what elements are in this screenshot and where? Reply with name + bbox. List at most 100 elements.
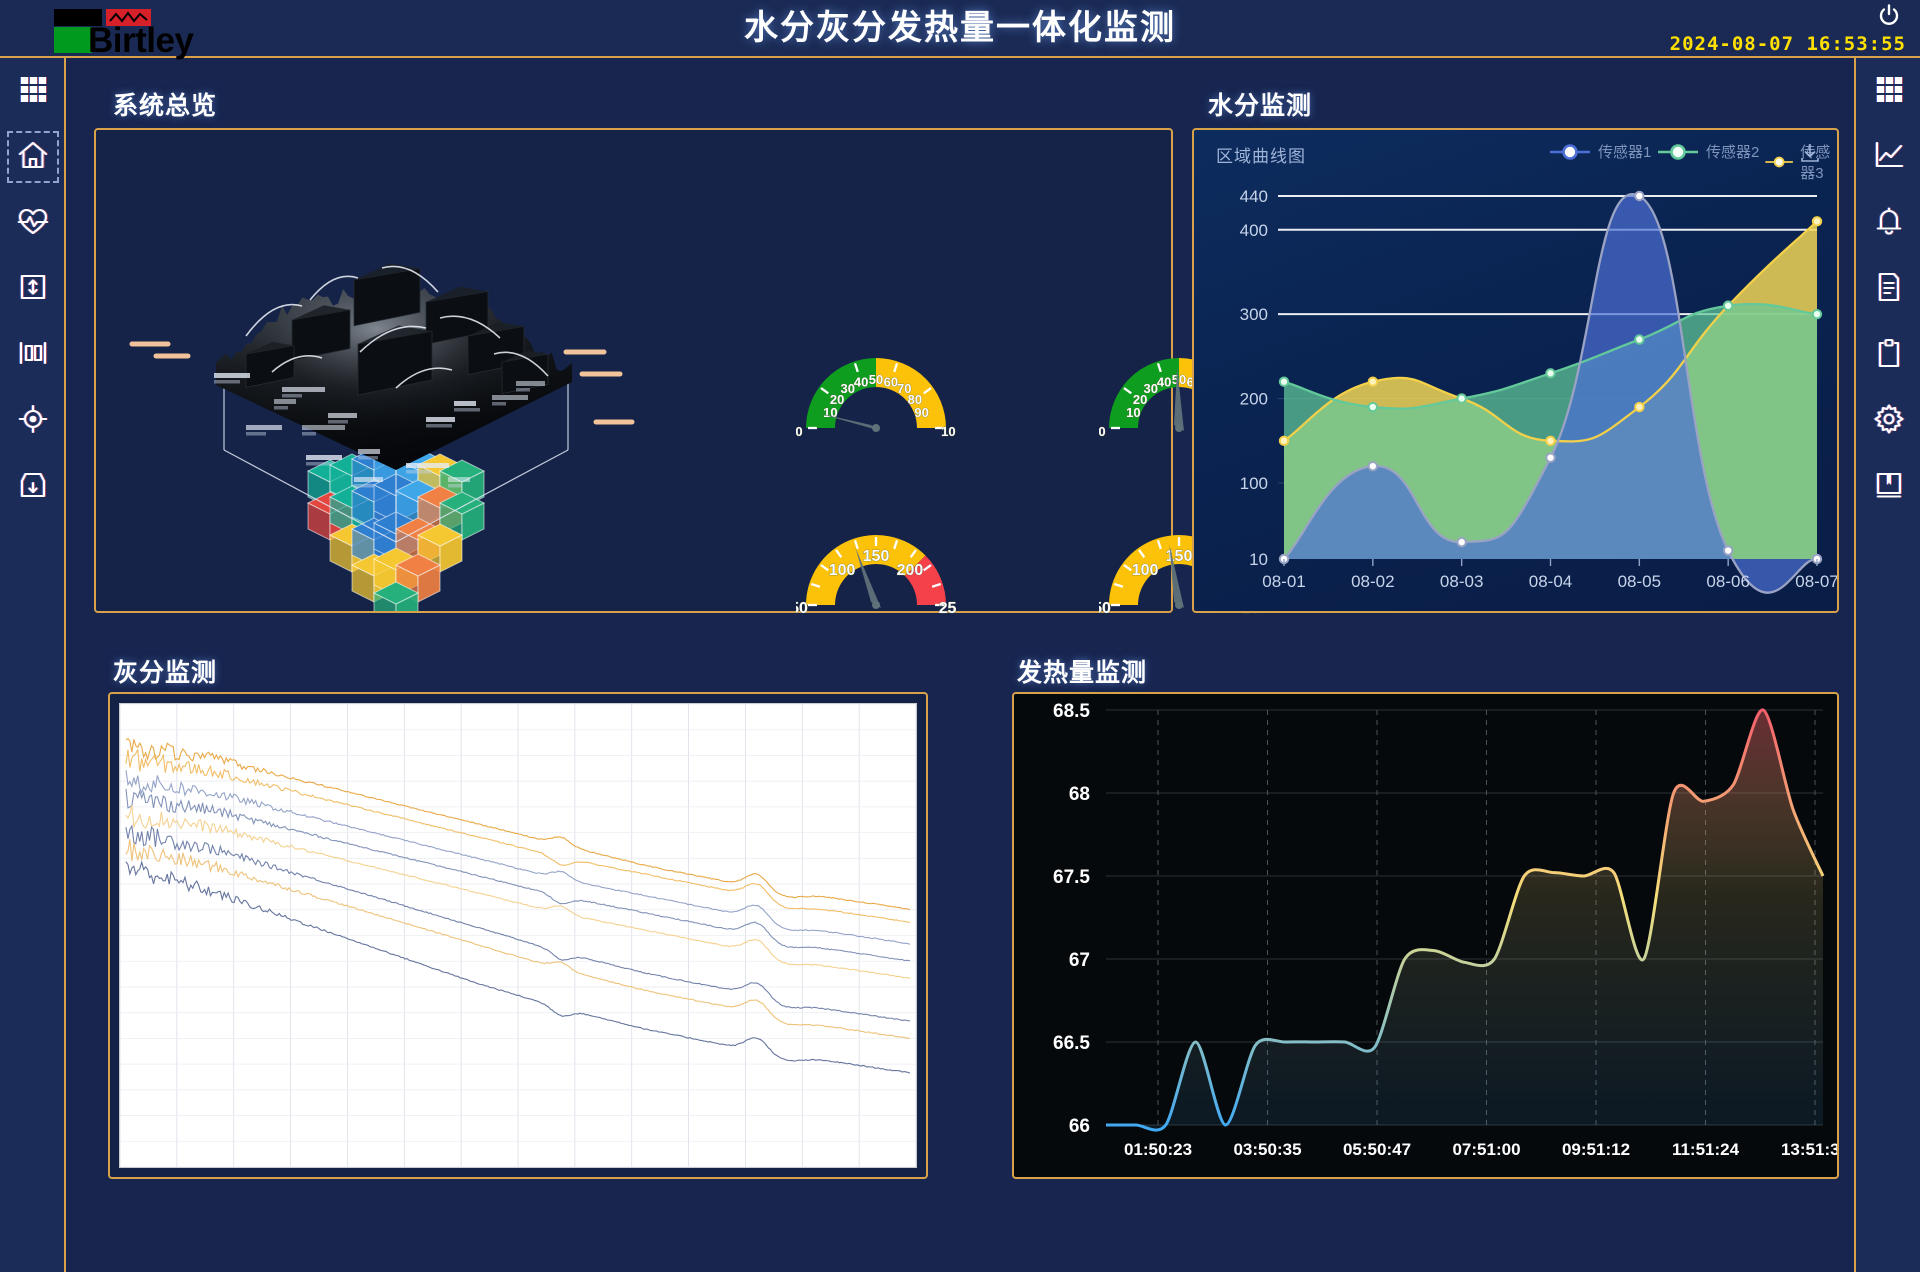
sidebar-item-locate[interactable] <box>0 388 66 454</box>
sidebar-item-home[interactable] <box>0 124 66 190</box>
ash-line-7 <box>125 839 911 1040</box>
svg-text:400: 400 <box>1240 221 1268 240</box>
sidebar-item-manual[interactable] <box>1856 454 1920 520</box>
svg-text:10: 10 <box>823 405 837 420</box>
bar-chart-icon <box>17 337 49 374</box>
sidebar-item-apps[interactable] <box>0 58 66 124</box>
gear-icon <box>1873 403 1905 440</box>
svg-text:50: 50 <box>1099 600 1111 617</box>
point-传感器3[interactable] <box>1278 435 1290 447</box>
heat-area-fill <box>1106 709 1823 1131</box>
svg-text:150: 150 <box>863 548 890 565</box>
point-传感器1[interactable] <box>1456 536 1467 548</box>
point-传感器1[interactable] <box>1545 452 1556 463</box>
moisture-panel: 区域曲线图 传感器1 传感器2 传感器3 <box>1192 128 1839 613</box>
ash-line-4 <box>125 788 911 962</box>
point-传感器2[interactable] <box>1456 393 1467 404</box>
svg-text:66: 66 <box>1069 1116 1090 1137</box>
sidebar-item-settings[interactable] <box>1856 388 1920 454</box>
legend-item-sensor1[interactable]: 传感器1 <box>1548 141 1651 162</box>
moisture-panel-title: 水分监测 <box>1208 92 1313 120</box>
inbox-download-icon <box>17 469 49 506</box>
svg-text:08-06: 08-06 <box>1706 572 1749 591</box>
sidebar-item-reports[interactable] <box>1856 256 1920 322</box>
point-传感器3[interactable] <box>1367 376 1379 387</box>
line-chart-icon <box>1873 139 1905 176</box>
download-icon[interactable] <box>1799 142 1821 169</box>
area-传感器1 <box>1284 194 1817 593</box>
point-传感器3[interactable] <box>1545 435 1556 447</box>
svg-text:09:51:12: 09:51:12 <box>1562 1140 1630 1159</box>
point-传感器1[interactable] <box>1367 460 1379 472</box>
legend-marker-sensor3 <box>1765 156 1793 168</box>
point-传感器2[interactable] <box>1722 300 1734 311</box>
point-传感器2[interactable] <box>1634 334 1645 345</box>
svg-text:60: 60 <box>884 374 898 389</box>
ash-line-3 <box>125 770 911 945</box>
ash-line-6 <box>125 824 911 1022</box>
document-icon <box>1873 271 1905 308</box>
svg-text:250: 250 <box>939 600 956 617</box>
point-传感器3[interactable] <box>1634 401 1645 413</box>
legend-label-sensor2: 传感器2 <box>1706 144 1760 161</box>
power-icon[interactable] <box>1876 3 1902 29</box>
point-传感器1[interactable] <box>1634 190 1645 202</box>
ash-line-1 <box>125 737 911 910</box>
point-传感器2[interactable] <box>1278 376 1290 387</box>
svg-text:50: 50 <box>796 600 808 617</box>
ash-line-5 <box>125 805 911 979</box>
heat-panel: 66 66.5 67 67.5 68 68.5 01:50:23 03:50:35 05:50:… <box>1012 692 1839 1179</box>
sidebar-item-calibrate[interactable] <box>0 256 66 322</box>
sidebar-item-tasks[interactable] <box>1856 322 1920 388</box>
svg-text:0: 0 <box>1099 424 1106 439</box>
sidebar-item-modules[interactable] <box>1856 58 1920 124</box>
svg-text:08-03: 08-03 <box>1440 572 1483 591</box>
svg-text:01:50:23: 01:50:23 <box>1124 1140 1192 1159</box>
point-传感器2[interactable] <box>1367 401 1379 413</box>
point-传感器1[interactable] <box>1722 545 1734 556</box>
svg-text:10: 10 <box>1249 550 1268 569</box>
svg-text:100: 100 <box>941 424 956 439</box>
coal-pile-3d-visual <box>96 130 686 611</box>
legend-item-sensor2[interactable]: 传感器2 <box>1656 141 1759 162</box>
svg-text:440: 440 <box>1240 187 1268 206</box>
svg-text:300: 300 <box>1240 305 1268 324</box>
gauge-ash-1: 50 100 150 200 250 <box>790 493 966 628</box>
sidebar-item-archive[interactable] <box>0 454 66 520</box>
sidebar-item-alarms[interactable] <box>1856 190 1920 256</box>
legend-item-sensor3[interactable]: 传感器3 <box>1764 141 1837 183</box>
svg-text:200: 200 <box>1240 390 1268 409</box>
right-sidebar <box>1854 58 1920 1272</box>
sidebar-item-statistics[interactable] <box>0 322 66 388</box>
svg-text:100: 100 <box>1132 562 1159 579</box>
ash-line-2 <box>125 749 911 923</box>
clipboard-icon <box>1873 337 1905 374</box>
grid-menu-icon <box>17 73 49 110</box>
logo-wordmark: Birtley <box>88 21 194 60</box>
sidebar-item-monitor[interactable] <box>0 190 66 256</box>
resize-vertical-icon <box>17 271 49 308</box>
ash-panel <box>108 692 928 1179</box>
svg-text:100: 100 <box>1240 474 1268 493</box>
sidebar-item-trends[interactable] <box>1856 124 1920 190</box>
gauge-moisture-2-needle <box>1174 367 1184 431</box>
gauge-ash-1-face: 50 100 150 200 250 <box>790 535 966 617</box>
moisture-chart-header: 区域曲线图 传感器1 传感器2 传感器3 <box>1194 130 1837 182</box>
app-header: Birtley 水分灰分发热量一体化监测 2024-08-07 16:53:55 <box>0 0 1920 60</box>
svg-text:80: 80 <box>908 392 922 407</box>
svg-text:70: 70 <box>897 381 911 396</box>
point-传感器3[interactable] <box>1811 216 1823 227</box>
bell-icon <box>1873 205 1905 242</box>
moisture-area-chart: 440 400 300 200 100 10 08-01 08-02 08-03 08-04 08-… <box>1240 187 1837 594</box>
svg-text:03:50:35: 03:50:35 <box>1233 1140 1301 1159</box>
point-传感器2[interactable] <box>1545 368 1556 379</box>
grid-menu-icon <box>1873 73 1905 110</box>
logo-black-block <box>54 9 102 26</box>
svg-text:66.5: 66.5 <box>1053 1033 1090 1054</box>
legend-marker-sensor1 <box>1550 143 1590 160</box>
svg-text:05:50:47: 05:50:47 <box>1343 1140 1411 1159</box>
point-传感器2[interactable] <box>1811 308 1823 320</box>
heat-panel-title: 发热量监测 <box>1017 659 1148 687</box>
svg-text:08-05: 08-05 <box>1618 572 1661 591</box>
